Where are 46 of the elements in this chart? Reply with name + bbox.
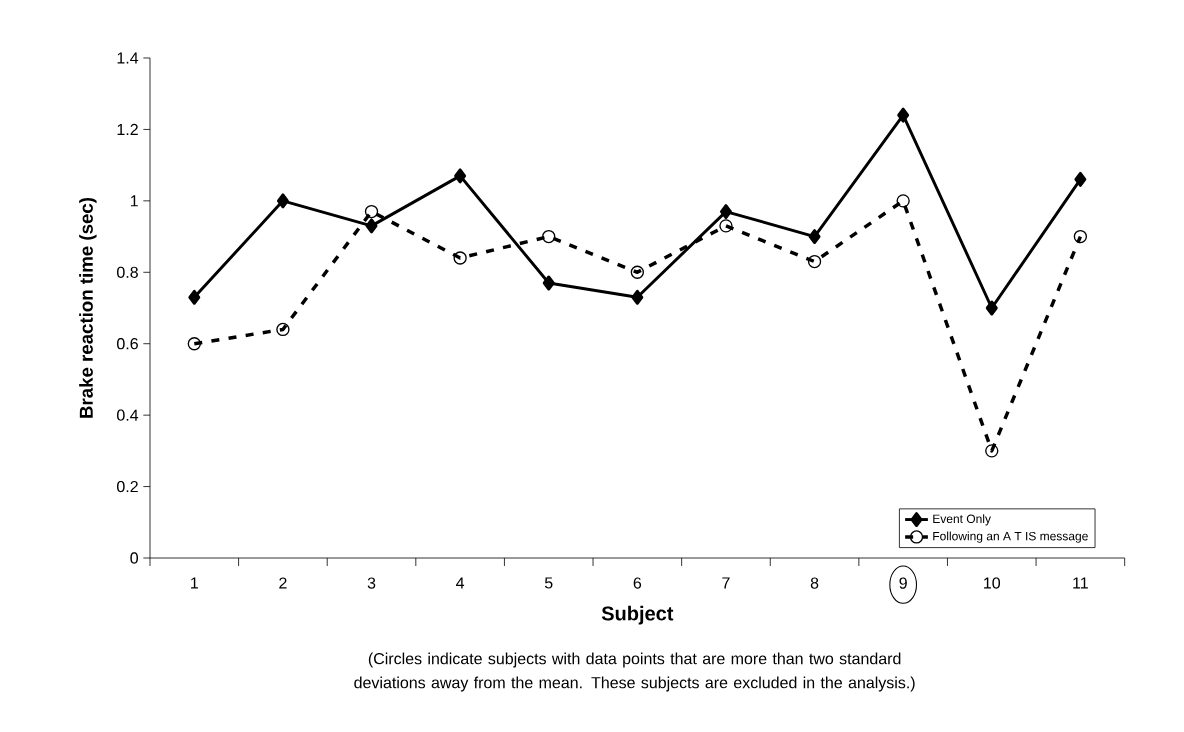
point — [187, 337, 201, 351]
point — [630, 265, 645, 279]
point — [631, 289, 644, 305]
point — [896, 194, 910, 208]
y-tick-label: 1 — [130, 195, 138, 207]
point — [719, 204, 732, 220]
point — [276, 193, 289, 209]
x-axis-title: Subject — [601, 605, 674, 625]
x-tick-label: 8 — [810, 577, 819, 589]
point — [719, 219, 733, 233]
y-tick-label: 0 — [130, 552, 139, 564]
legend-label: Event Only — [933, 514, 991, 526]
legend-label: Following an A T IS message — [933, 531, 1088, 543]
x-tick-label: 9 — [899, 577, 907, 589]
point — [365, 218, 378, 234]
x-tick-label: 7 — [722, 577, 730, 589]
point — [985, 444, 999, 458]
x-tick-label: 11 — [1073, 577, 1088, 589]
x-tick-label: 3 — [367, 577, 376, 589]
point — [542, 229, 556, 244]
point — [454, 168, 467, 184]
y-tick-label: 0.4 — [117, 409, 139, 421]
point — [897, 107, 910, 123]
point — [985, 300, 998, 316]
point — [276, 322, 290, 337]
y-tick-label: 1.4 — [117, 52, 139, 64]
x-tick-label: 1 — [191, 577, 198, 589]
x-tick-label: 5 — [544, 577, 553, 589]
x-tick-label: 2 — [279, 577, 287, 589]
x-tick-label: 6 — [633, 577, 642, 589]
y-tick-label: 0.2 — [117, 480, 138, 493]
point — [807, 254, 822, 269]
point — [542, 275, 555, 291]
x-tick-label: 4 — [456, 577, 465, 589]
point — [1074, 171, 1087, 187]
point — [1073, 229, 1088, 244]
y-tick-label: 0.8 — [117, 266, 138, 278]
x-tick-label: 10 — [984, 577, 1001, 589]
point — [364, 204, 379, 219]
y-tick-label: 0.6 — [117, 338, 138, 350]
point — [188, 289, 201, 305]
point — [808, 229, 821, 245]
y-tick-label: 1.2 — [117, 123, 138, 136]
text: (Circles indicate subjects with data points that are more than two standard deviations away from the mean. These subjects are excluded in the analysis.) — [354, 652, 915, 692]
y-axis-title: Brake reaction time (sec) — [79, 197, 97, 418]
point — [453, 251, 467, 265]
